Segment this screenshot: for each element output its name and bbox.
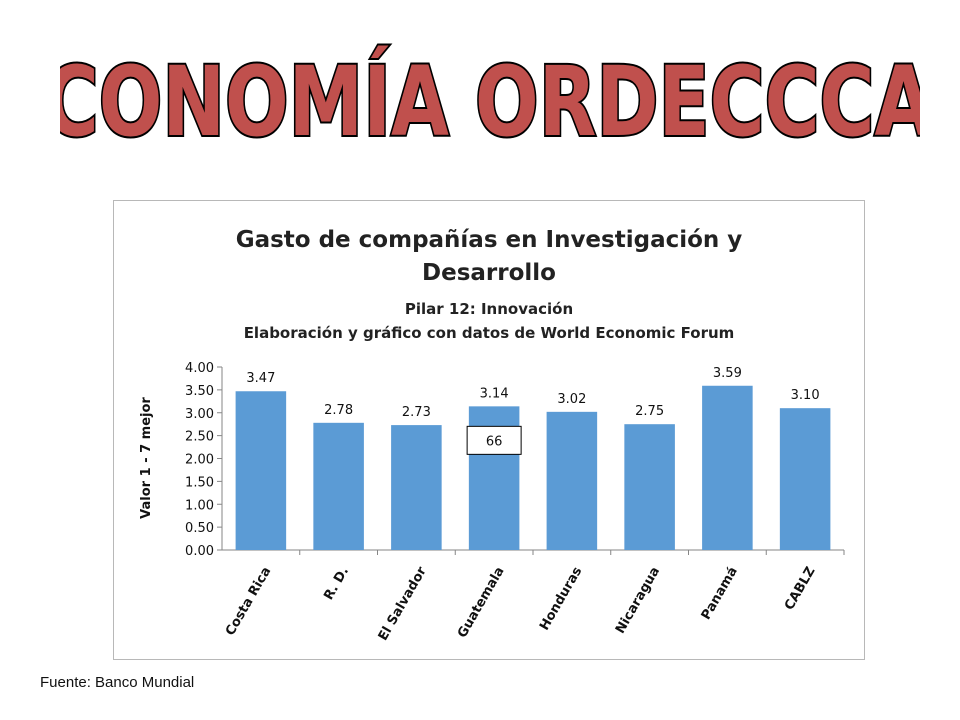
chart-title-line-2: Desarrollo	[422, 260, 556, 286]
category-label: CABLZ	[782, 565, 819, 613]
chart-subtitle-line-2: Elaboración y gráfico con datos de World…	[244, 324, 735, 342]
bar-costa-rica	[235, 391, 287, 550]
y-tick-label: 1.50	[185, 475, 214, 490]
y-tick-label: 2.50	[185, 430, 214, 445]
y-axis-title: Valor 1 - 7 mejor	[139, 397, 154, 519]
data-label: 3.10	[791, 388, 820, 403]
data-label: 3.47	[246, 371, 275, 386]
source-note: Fuente: Banco Mundial	[40, 674, 195, 691]
data-label: 2.78	[324, 403, 353, 418]
y-tick-label: 0.00	[185, 544, 214, 559]
bar-panam-	[702, 385, 753, 550]
category-label: R. D.	[321, 565, 352, 603]
banner-title-text: ECONOMÍA ORDECCCAC	[60, 46, 920, 159]
chart-frame: Gasto de compañías en Investigación y De…	[113, 200, 865, 660]
plot-area: 0.00 0.50 1.00 1.50 2.00 2.50 3.00 3.50 4.00 3.47…	[185, 361, 845, 643]
bar-el-salvador	[391, 425, 442, 550]
bar-honduras	[546, 411, 598, 550]
data-label: 3.02	[557, 392, 586, 407]
data-label: 2.75	[635, 404, 664, 419]
y-tick-label: 2.00	[185, 453, 214, 468]
category-label: Costa Rica	[223, 565, 274, 639]
chart-title-line-1: Gasto de compañías en Investigación y	[236, 227, 743, 253]
category-label: El Salvador	[376, 564, 430, 643]
bar-cablz	[779, 408, 831, 550]
y-tick-label: 3.50	[185, 384, 214, 399]
annotation-box	[466, 425, 522, 455]
y-tick-label: 1.00	[185, 498, 214, 513]
data-label: 2.73	[402, 405, 431, 420]
y-tick-label: 4.00	[185, 361, 214, 376]
bar-r-d-	[313, 422, 364, 550]
category-label: Nicaragua	[613, 565, 663, 637]
banner-title: ECONOMÍA ORDECCCAC	[60, 44, 920, 160]
bar-chart: Gasto de compañías en Investigación y De…	[139, 227, 845, 643]
category-label: Honduras	[537, 564, 585, 633]
y-tick-label: 0.50	[185, 521, 214, 536]
data-label: 3.14	[480, 386, 509, 401]
category-label: Panamá	[699, 565, 741, 623]
bar-nicaragua	[624, 424, 675, 550]
data-label: 3.59	[713, 366, 742, 381]
y-tick-label: 3.00	[185, 407, 214, 422]
category-label: Guatemala	[455, 565, 508, 641]
annotation-text: 66	[486, 434, 503, 449]
chart-subtitle-line-1: Pilar 12: Innovación	[405, 300, 573, 318]
